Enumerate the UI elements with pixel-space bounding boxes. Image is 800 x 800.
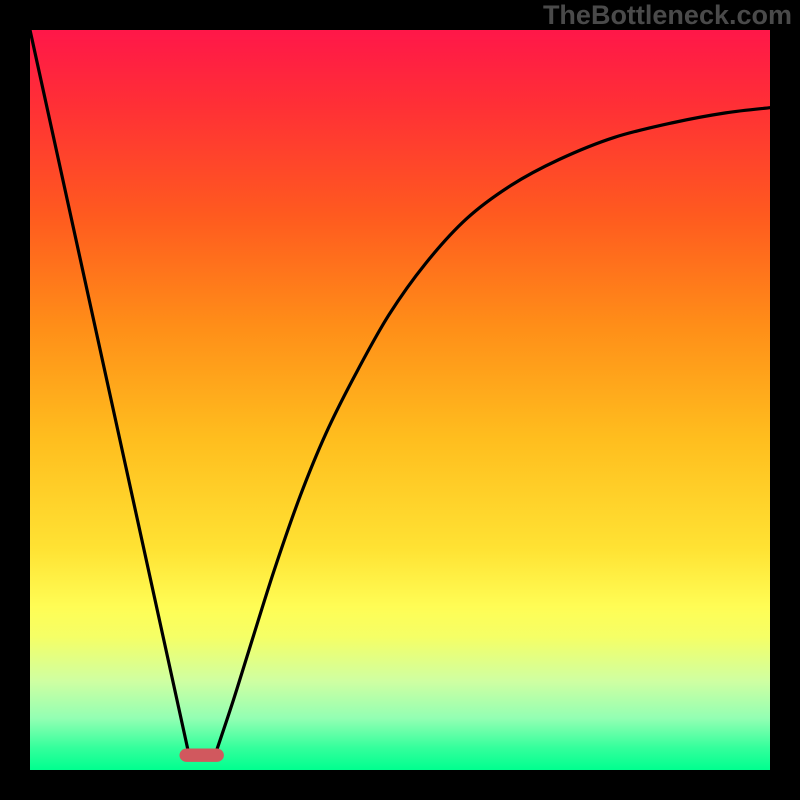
watermark-text: TheBottleneck.com [543, 0, 792, 31]
optimal-marker [179, 749, 223, 762]
chart-svg [0, 0, 800, 800]
plot-gradient-bg [30, 30, 770, 770]
chart-container: TheBottleneck.com [0, 0, 800, 800]
